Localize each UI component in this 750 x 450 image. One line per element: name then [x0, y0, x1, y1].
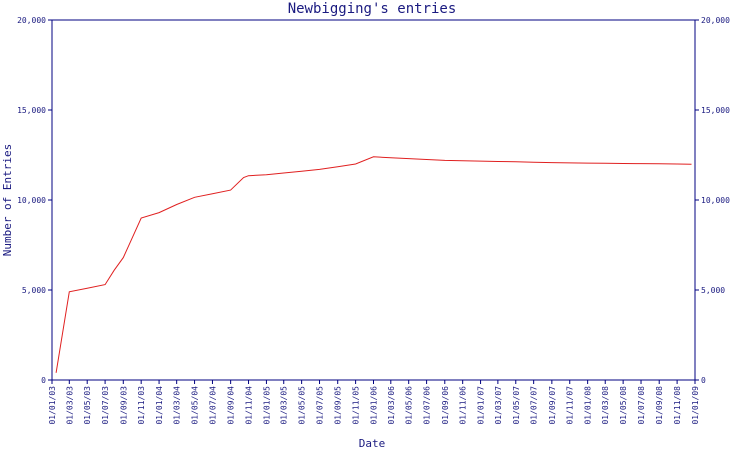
x-tick-label: 01/09/08	[655, 386, 664, 425]
y-tick-label-left: 5,000	[22, 286, 46, 295]
x-tick-label: 01/03/03	[65, 386, 74, 425]
series-line	[55, 156, 692, 373]
x-tick-label: 01/07/08	[637, 386, 646, 425]
x-tick-label: 01/03/07	[494, 386, 503, 425]
series-layer	[55, 156, 692, 373]
x-tick-label: 01/05/07	[512, 386, 521, 425]
x-tick-label: 01/11/04	[245, 386, 254, 425]
x-tick-label: 01/11/08	[673, 386, 682, 425]
plot-frame	[51, 19, 696, 381]
x-tick-label: 01/09/04	[227, 386, 236, 425]
x-tick-label: 01/11/03	[137, 386, 146, 425]
y-tick-label-right: 10,000	[701, 196, 730, 205]
x-tick-label: 01/01/03	[48, 386, 57, 425]
x-tick-label: 01/03/04	[173, 386, 182, 425]
x-tick-label: 01/09/03	[119, 386, 128, 425]
y-tick-label-left: 15,000	[17, 106, 46, 115]
x-tick-label: 01/07/04	[208, 386, 217, 425]
y-tick-label-right: 15,000	[701, 106, 730, 115]
x-tick-label: 01/07/06	[423, 386, 432, 425]
y-tick-label-left: 10,000	[17, 196, 46, 205]
x-tick-label: 01/03/06	[387, 386, 396, 425]
x-tick-label: 01/09/06	[441, 386, 450, 425]
x-tick-label: 01/01/05	[262, 386, 271, 425]
x-tick-label: 01/07/03	[101, 386, 110, 425]
y-tick-label-left: 0	[41, 376, 46, 385]
x-tick-label: 01/09/05	[334, 386, 343, 425]
x-tick-label: 01/05/04	[191, 386, 200, 425]
x-tick-label: 01/01/09	[691, 386, 700, 425]
x-tick-label: 01/07/05	[316, 386, 325, 425]
y-tick-label-right: 20,000	[701, 16, 730, 25]
x-tick-label: 01/03/08	[601, 386, 610, 425]
x-axis-title: Date	[359, 437, 386, 450]
y-tick-label-right: 5,000	[701, 286, 725, 295]
x-tick-label: 01/05/06	[405, 386, 414, 425]
x-tick-label: 01/11/07	[566, 386, 575, 425]
x-tick-label: 01/11/06	[459, 386, 468, 425]
x-tick-label: 01/05/03	[83, 386, 92, 425]
y-axis-title: Number of Entries	[1, 144, 14, 257]
axis-ticks: 0 0 5,000 5,000 10,000 10,000 15,000 15,000 20,0…	[17, 16, 730, 425]
x-tick-label: 01/01/07	[477, 386, 486, 425]
x-tick-label: 01/11/05	[352, 386, 361, 425]
y-tick-label-left: 20,000	[17, 16, 46, 25]
x-tick-label: 01/03/05	[280, 386, 289, 425]
chart-title: Newbigging's entries	[288, 1, 457, 17]
x-tick-label: 01/07/07	[530, 386, 539, 425]
x-tick-label: 01/01/08	[584, 386, 593, 425]
x-tick-label: 01/01/06	[370, 386, 379, 425]
x-tick-label: 01/05/05	[298, 386, 307, 425]
x-tick-label: 01/05/08	[619, 386, 628, 425]
x-tick-label: 01/09/07	[548, 386, 557, 425]
y-tick-label-right: 0	[701, 376, 706, 385]
x-tick-label: 01/01/04	[155, 386, 164, 425]
